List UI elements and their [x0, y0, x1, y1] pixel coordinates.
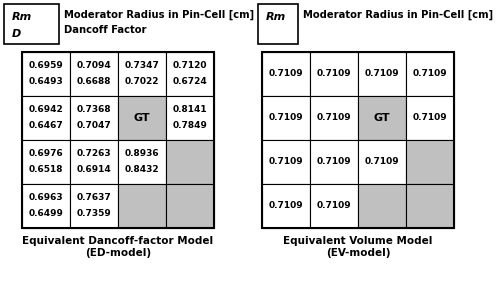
Bar — [166, 52, 214, 96]
Text: 0.6976: 0.6976 — [28, 149, 64, 158]
Bar — [22, 140, 70, 184]
Bar — [118, 140, 166, 184]
Text: Equivalent Volume Model: Equivalent Volume Model — [284, 236, 432, 246]
Bar — [258, 4, 298, 44]
Text: (ED-model): (ED-model) — [85, 248, 151, 258]
Bar — [22, 52, 70, 96]
Text: 0.7109: 0.7109 — [268, 70, 304, 79]
Text: 0.8141: 0.8141 — [172, 105, 208, 114]
Bar — [70, 52, 118, 96]
Bar — [70, 96, 118, 140]
Text: 0.7263: 0.7263 — [76, 149, 112, 158]
Bar — [406, 52, 454, 96]
Text: 0.6518: 0.6518 — [29, 166, 63, 174]
Text: 0.7109: 0.7109 — [316, 201, 352, 210]
Bar — [262, 96, 310, 140]
Text: 0.7637: 0.7637 — [76, 193, 112, 202]
Text: GT: GT — [134, 113, 150, 123]
Bar — [310, 184, 358, 228]
Text: 0.6688: 0.6688 — [77, 77, 111, 86]
Text: 0.7109: 0.7109 — [268, 201, 304, 210]
Text: 0.7109: 0.7109 — [412, 70, 448, 79]
Bar — [22, 184, 70, 228]
Bar — [118, 184, 166, 228]
Bar — [22, 52, 214, 228]
Text: 0.6959: 0.6959 — [28, 61, 64, 70]
Bar — [310, 52, 358, 96]
Text: 0.8936: 0.8936 — [124, 149, 160, 158]
Bar — [262, 184, 310, 228]
Text: D: D — [12, 29, 21, 39]
Text: 0.6499: 0.6499 — [28, 209, 64, 219]
Text: 0.7849: 0.7849 — [172, 121, 208, 130]
Text: 0.7120: 0.7120 — [173, 61, 208, 70]
Bar — [262, 52, 454, 228]
Bar — [358, 52, 406, 96]
Bar — [262, 140, 310, 184]
Text: 0.7109: 0.7109 — [364, 70, 400, 79]
Text: 0.7109: 0.7109 — [316, 70, 352, 79]
Text: 0.7109: 0.7109 — [316, 113, 352, 123]
Text: 0.7109: 0.7109 — [412, 113, 448, 123]
Text: 0.7109: 0.7109 — [316, 157, 352, 166]
Text: Equivalent Dancoff-factor Model: Equivalent Dancoff-factor Model — [22, 236, 214, 246]
Text: Moderator Radius in Pin-Cell [cm]: Moderator Radius in Pin-Cell [cm] — [64, 10, 254, 20]
Text: 0.7109: 0.7109 — [268, 113, 304, 123]
Text: 0.7359: 0.7359 — [76, 209, 112, 219]
Bar — [166, 184, 214, 228]
Bar — [358, 184, 406, 228]
Text: 0.7368: 0.7368 — [76, 105, 112, 114]
Bar — [262, 52, 310, 96]
Bar — [310, 96, 358, 140]
Text: (EV-model): (EV-model) — [326, 248, 390, 258]
Bar — [4, 4, 59, 44]
Text: Rm: Rm — [266, 12, 286, 22]
Bar — [406, 96, 454, 140]
Bar — [70, 140, 118, 184]
Text: 0.7094: 0.7094 — [76, 61, 112, 70]
Text: 0.7347: 0.7347 — [124, 61, 160, 70]
Bar — [118, 52, 166, 96]
Text: GT: GT — [374, 113, 390, 123]
Bar — [358, 96, 406, 140]
Text: 0.6963: 0.6963 — [28, 193, 64, 202]
Bar — [22, 96, 70, 140]
Bar — [70, 184, 118, 228]
Text: 0.7109: 0.7109 — [268, 157, 304, 166]
Text: 0.6942: 0.6942 — [28, 105, 64, 114]
Bar — [118, 96, 166, 140]
Bar — [406, 184, 454, 228]
Text: 0.8432: 0.8432 — [124, 166, 160, 174]
Text: 0.6724: 0.6724 — [172, 77, 208, 86]
Text: 0.7022: 0.7022 — [125, 77, 159, 86]
Bar — [166, 96, 214, 140]
Bar — [310, 140, 358, 184]
Bar — [166, 140, 214, 184]
Text: 0.6493: 0.6493 — [28, 77, 64, 86]
Bar — [358, 140, 406, 184]
Text: Dancoff Factor: Dancoff Factor — [64, 25, 146, 35]
Text: 0.7109: 0.7109 — [364, 157, 400, 166]
Bar — [406, 140, 454, 184]
Text: Moderator Radius in Pin-Cell [cm]: Moderator Radius in Pin-Cell [cm] — [303, 10, 493, 20]
Text: 0.7047: 0.7047 — [76, 121, 112, 130]
Text: 0.6467: 0.6467 — [28, 121, 64, 130]
Text: Rm: Rm — [12, 12, 32, 22]
Text: 0.6914: 0.6914 — [76, 166, 112, 174]
